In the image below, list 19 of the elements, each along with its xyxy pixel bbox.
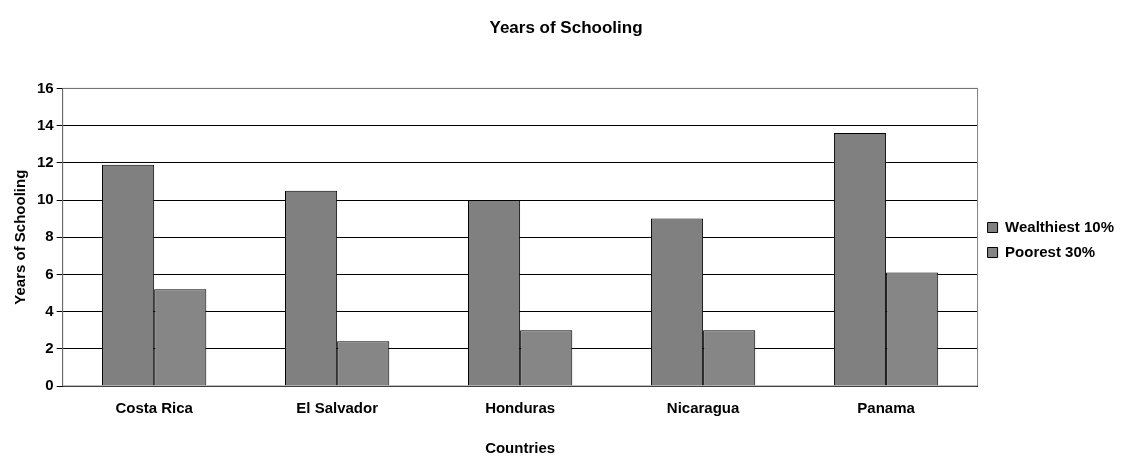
y-tick-label: 6 [45,264,54,282]
y-tick-label: 2 [45,338,54,356]
chart-title: Years of Schooling [489,17,643,37]
x-tick-label: Panama [857,399,916,417]
legend-label: Wealthiest 10% [1005,217,1114,235]
x-tick-label: Honduras [485,399,556,417]
y-tick-label: 12 [37,152,54,170]
y-tick-label: 4 [45,301,55,319]
legend-label: Poorest 30% [1005,242,1096,260]
x-tick-label: Nicaragua [666,399,741,417]
x-tick-label: El Salvador [296,399,379,417]
x-tick-label: Costa Rica [115,399,194,417]
y-tick-label: 0 [45,376,54,394]
y-tick-label: 10 [37,190,54,208]
y-axis-title: Years of Schooling [11,169,29,305]
y-tick-label: 8 [45,227,54,245]
y-tick-label: 16 [37,78,54,96]
x-axis-title: Countries [485,439,556,457]
y-tick-label: 14 [37,115,55,133]
